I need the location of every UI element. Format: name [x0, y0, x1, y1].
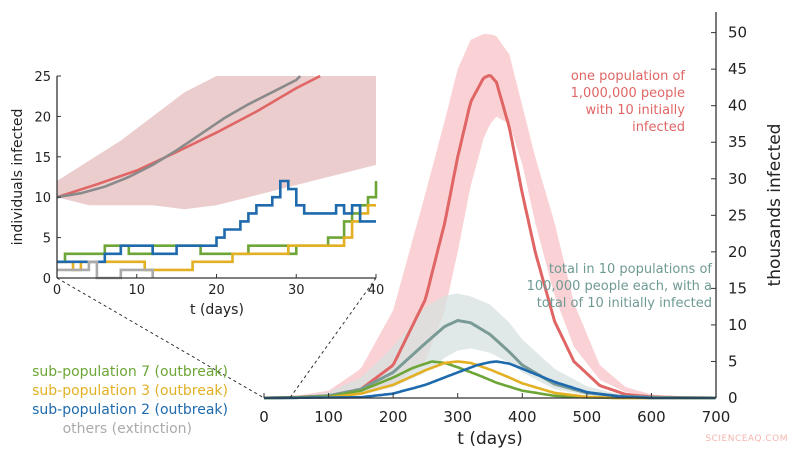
inset-line-sub2	[57, 179, 376, 264]
x-tick-label: 400	[508, 408, 537, 426]
inset-x-tick-label: 20	[208, 283, 225, 298]
y-tick-label: 35	[728, 133, 747, 151]
annotation-one-population-line1: one population of	[571, 69, 686, 84]
legend-sub-population-7: sub-population 7 (outbreak)	[32, 364, 228, 380]
x-tick-label: 500	[573, 408, 602, 426]
inset-y-tick-label: 25	[34, 70, 51, 85]
annotation-total-line1: total in 10 populations of	[549, 262, 713, 277]
inset-line-others	[57, 260, 154, 280]
annotation-one-population-line2: 1,000,000 people	[571, 86, 685, 101]
y-tick-label: 25	[728, 206, 747, 224]
y-tick-label: 10	[728, 316, 747, 334]
x-tick-label: 200	[379, 408, 408, 426]
inset-x-tick-label: 0	[53, 283, 61, 298]
inset-x-tick-label: 10	[128, 283, 145, 298]
inset-x-tick-label: 40	[368, 283, 385, 298]
inset-x-tick-label: 30	[288, 283, 305, 298]
legend-sub-population-3: sub-population 3 (outbreak)	[32, 383, 228, 399]
band-one_population	[264, 34, 716, 398]
y-tick-label: 45	[728, 60, 747, 78]
inset-line-total_10_populations	[56, 75, 302, 199]
inset-y-tick-label: 20	[34, 110, 51, 125]
y-tick-label: 5	[728, 352, 738, 370]
annotations: one population of 1,000,000 people with …	[527, 69, 713, 311]
inset-y-tick-label: 0	[43, 272, 51, 287]
y-tick-label: 50	[728, 24, 747, 42]
y-tick-label: 20	[728, 243, 747, 261]
y-tick-label: 0	[728, 389, 738, 407]
inset-y-tick-label: 5	[43, 232, 51, 247]
inset-band-one_population	[57, 76, 376, 210]
x-axis-title: t (days)	[457, 429, 522, 449]
y-tick-label: 15	[728, 279, 747, 297]
y-tick-label: 40	[728, 97, 747, 115]
inset-plot: 0 10 20 30 40 0 5 10 15 20 25 t (days) individuals i…	[10, 70, 385, 399]
main-plot: 0 100 200 300 400 500 600 700051015202530354045…	[259, 12, 785, 449]
watermark: SCIENCEAQ.COM	[705, 434, 788, 444]
annotation-one-population-line4: infected	[632, 120, 685, 135]
band-total_10_populations	[264, 293, 716, 398]
x-tick-label: 0	[259, 408, 269, 426]
x-tick-label: 600	[637, 408, 666, 426]
inset-y-axis-title: individuals infected	[10, 109, 26, 246]
inset-line-one_population	[56, 74, 321, 199]
inset-x-axis-title: t (days)	[190, 302, 244, 318]
zoom-connector-right	[289, 277, 377, 399]
legend-others: others (extinction)	[63, 421, 192, 437]
legend: sub-population 7 (outbreak) sub-populati…	[32, 364, 228, 437]
annotation-total-line3: total of 10 initially infected	[537, 296, 712, 311]
y-axis-title: thousands infected	[765, 124, 785, 287]
inset-y-tick-label: 15	[34, 151, 51, 166]
zoom-connector-left	[56, 277, 265, 399]
x-tick-label: 300	[443, 408, 472, 426]
annotation-total-line2: 100,000 people each, with a	[527, 279, 712, 294]
y-tick-label: 30	[728, 170, 747, 188]
x-tick-label: 700	[702, 408, 731, 426]
x-tick-label: 100	[314, 408, 343, 426]
annotation-one-population-line3: with 10 initially	[586, 103, 686, 118]
inset-y-tick-label: 10	[34, 191, 51, 206]
legend-sub-population-2: sub-population 2 (outbreak)	[32, 402, 228, 418]
